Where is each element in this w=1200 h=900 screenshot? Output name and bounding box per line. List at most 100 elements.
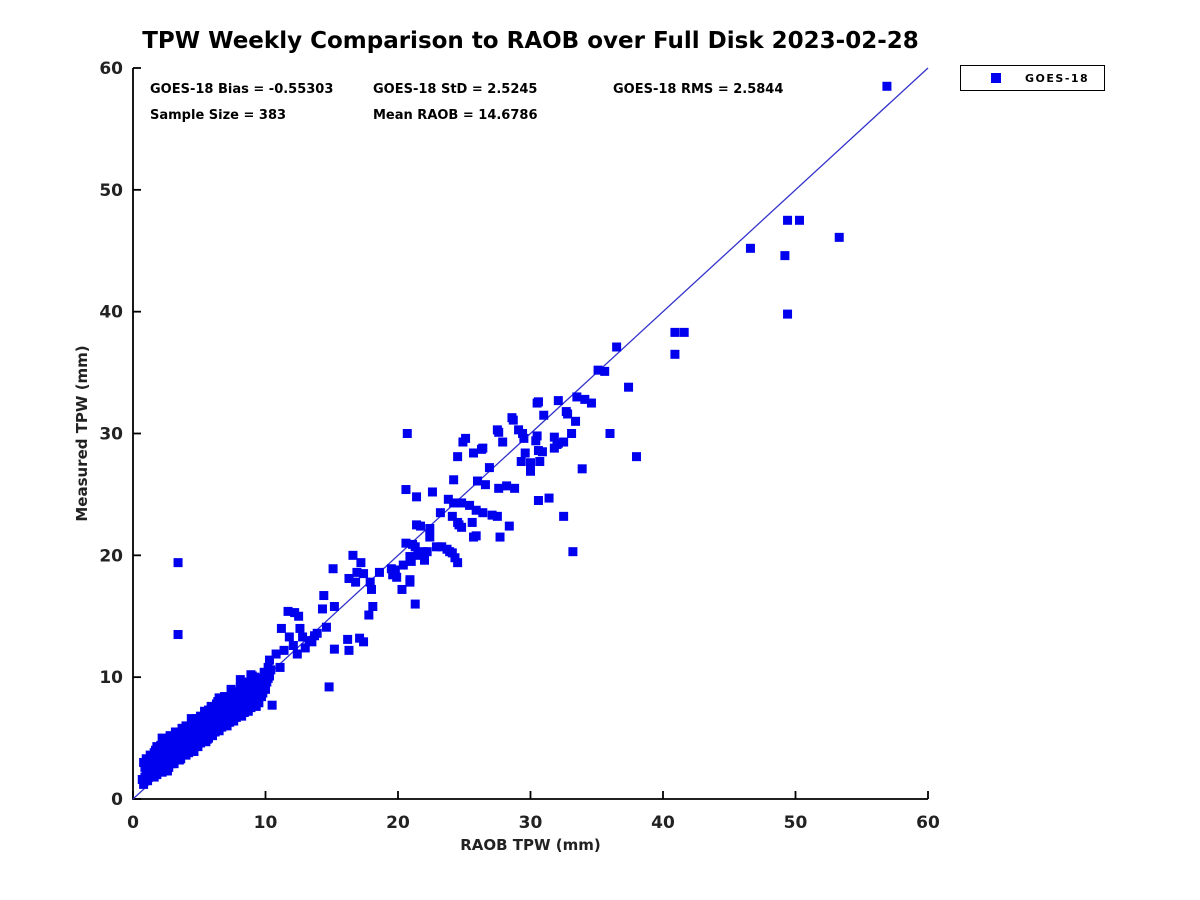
data-point	[487, 510, 497, 520]
data-point	[679, 327, 689, 337]
data-point	[443, 494, 453, 504]
data-point	[266, 665, 276, 675]
stat-rms: GOES-18 RMS = 2.5844	[613, 82, 784, 97]
data-point	[259, 678, 269, 688]
data-point	[450, 553, 460, 563]
data-point	[279, 645, 289, 655]
data-point	[261, 684, 270, 694]
data-point	[495, 532, 505, 542]
data-point	[494, 427, 504, 437]
y-tick-label: 40	[99, 303, 123, 323]
data-point	[457, 522, 467, 532]
data-point	[298, 632, 308, 642]
data-point	[359, 569, 369, 579]
data-point	[188, 738, 198, 748]
data-point	[178, 746, 188, 756]
data-point	[343, 634, 353, 644]
data-point	[445, 547, 455, 557]
data-point	[431, 542, 441, 552]
data-point	[435, 508, 445, 518]
data-point	[401, 485, 411, 495]
data-point	[532, 431, 542, 441]
data-point	[276, 623, 286, 633]
data-point	[392, 572, 402, 582]
data-point	[539, 410, 549, 420]
data-point	[275, 662, 285, 672]
data-point	[251, 701, 261, 711]
data-point	[533, 496, 543, 506]
legend-box: GOES-18	[960, 65, 1105, 91]
stat-sample-size: Sample Size = 383	[150, 108, 287, 123]
data-point	[498, 437, 508, 447]
data-point	[230, 709, 240, 719]
data-point	[467, 517, 477, 527]
data-point	[577, 464, 587, 474]
chart-title: TPW Weekly Comparison to RAOB over Full …	[142, 28, 919, 54]
data-point	[425, 524, 435, 534]
x-tick-label: 20	[386, 813, 410, 833]
data-point	[264, 655, 274, 665]
data-point	[449, 498, 459, 508]
data-point	[310, 631, 320, 641]
data-point	[526, 458, 535, 468]
data-point	[158, 764, 168, 774]
data-point	[437, 542, 447, 552]
data-point	[469, 532, 479, 542]
data-point	[593, 365, 603, 375]
data-point	[632, 452, 641, 462]
data-point	[605, 429, 615, 438]
data-point	[198, 723, 208, 733]
data-point	[292, 649, 302, 659]
data-point	[202, 734, 212, 744]
data-point	[176, 754, 186, 764]
data-point	[425, 532, 435, 542]
data-point	[205, 722, 215, 732]
data-point	[532, 398, 542, 408]
data-point	[518, 429, 528, 438]
data-point	[307, 637, 317, 647]
data-point	[352, 567, 362, 577]
data-point	[264, 671, 274, 681]
data-point	[153, 755, 163, 765]
data-point	[469, 448, 479, 458]
data-point	[184, 748, 194, 758]
data-point	[367, 584, 376, 594]
data-point	[494, 483, 504, 493]
data-point	[166, 746, 176, 756]
x-tick-label: 10	[254, 813, 278, 833]
data-point	[612, 342, 622, 352]
data-point	[344, 573, 354, 583]
data-point	[149, 772, 159, 782]
data-point	[348, 550, 358, 560]
y-axis-label: Measured TPW (mm)	[73, 345, 91, 521]
data-point	[157, 733, 167, 743]
y-tick-label: 0	[111, 790, 123, 810]
data-point	[422, 547, 432, 557]
x-tick-label: 0	[127, 813, 139, 833]
data-point	[143, 776, 153, 786]
data-point	[516, 457, 526, 467]
data-point	[559, 511, 569, 521]
data-point	[397, 584, 407, 594]
x-tick-label: 40	[651, 813, 675, 833]
data-point	[465, 500, 475, 510]
data-point	[478, 508, 488, 518]
stat-mean-raob: Mean RAOB = 14.6786	[373, 108, 538, 123]
data-point	[169, 759, 179, 769]
data-point	[243, 706, 253, 716]
y-tick-label: 30	[99, 425, 123, 445]
stat-std: GOES-18 StD = 2.5245	[373, 82, 538, 97]
data-point	[271, 649, 281, 659]
data-point	[408, 539, 418, 549]
data-point	[173, 558, 183, 568]
data-point	[143, 762, 153, 772]
data-point	[447, 511, 457, 521]
data-point	[457, 498, 467, 508]
data-point	[882, 81, 892, 91]
data-point	[374, 567, 384, 577]
data-point	[181, 721, 191, 731]
data-point	[344, 645, 354, 655]
y-tick-label: 60	[99, 59, 123, 79]
data-point	[507, 413, 517, 423]
data-point	[412, 492, 422, 502]
